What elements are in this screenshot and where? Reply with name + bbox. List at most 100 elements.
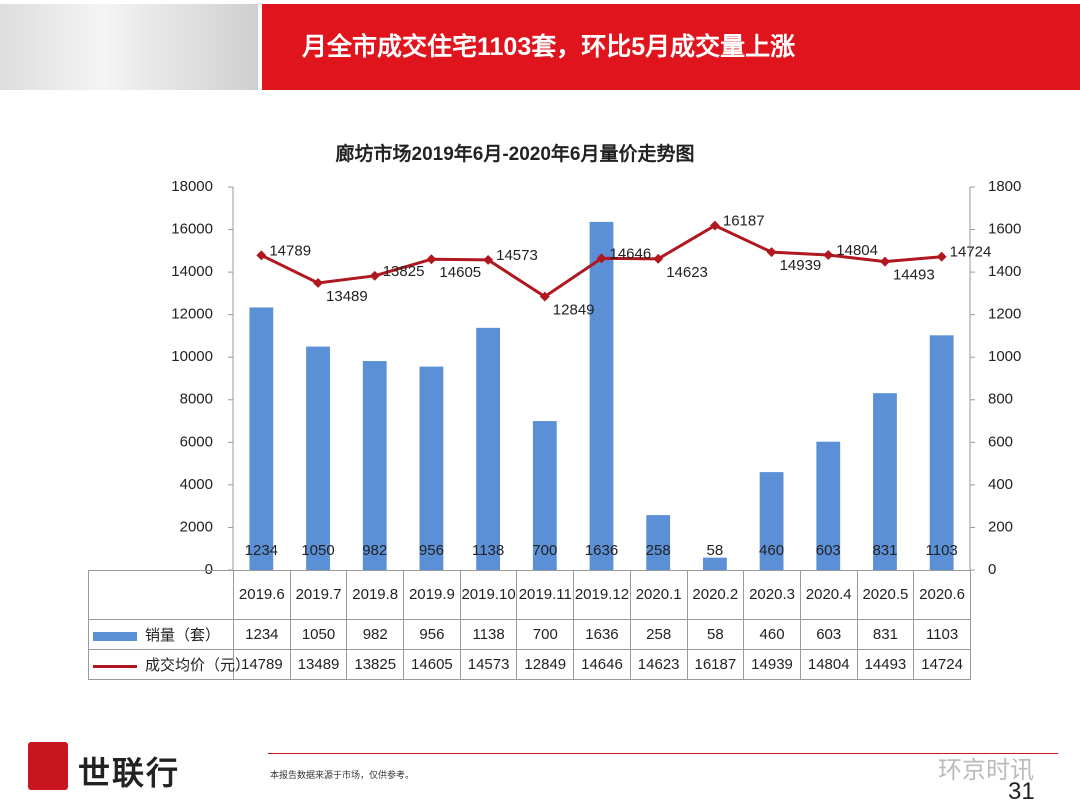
data-label: 14623 xyxy=(666,264,708,281)
table-value: 460 xyxy=(743,619,801,650)
x-tick-label: 2019.12 xyxy=(573,570,631,620)
x-tick-label: 2020.4 xyxy=(799,570,858,620)
line-marker xyxy=(936,251,947,262)
table-value: 831 xyxy=(856,619,915,650)
table-value: 58 xyxy=(686,619,745,650)
data-label: 14605 xyxy=(439,264,481,281)
table-value: 13825 xyxy=(346,649,405,680)
y2-tick-label: 400 xyxy=(988,476,1013,493)
line-marker xyxy=(313,278,323,288)
y-tick-label: 14000 xyxy=(171,263,213,280)
x-tick-label: 2019.10 xyxy=(459,570,518,620)
line-marker xyxy=(426,254,437,265)
x-tick-label: 2020.6 xyxy=(913,570,971,620)
table-value: 13489 xyxy=(289,649,348,680)
data-label: 14573 xyxy=(496,247,538,264)
data-label: 14646 xyxy=(610,245,652,262)
data-label: 12849 xyxy=(553,302,595,319)
footer-rule xyxy=(268,753,1058,754)
y2-tick-label: 600 xyxy=(988,433,1013,450)
table-row: 成交均价（元） 14789 13489 13825 14605 14573 12849 146… xyxy=(88,649,971,680)
y2-tick-label: 1600 xyxy=(988,221,1021,238)
line-marker xyxy=(880,256,890,267)
line-marker xyxy=(539,291,550,302)
y2-tick-label: 0 xyxy=(988,561,996,578)
table-value: 1103 xyxy=(913,619,971,650)
table-value: 1138 xyxy=(459,619,518,650)
data-table: 2019.6 2019.7 2019.8 2019.9 2019.10 2019.11 20… xyxy=(88,570,971,680)
table-value: 12849 xyxy=(516,649,575,680)
data-label: 16187 xyxy=(723,213,765,230)
bar xyxy=(759,472,784,570)
y-tick-label: 2000 xyxy=(180,518,213,535)
legend-entry: 成交均价（元） xyxy=(88,649,250,680)
legend-swatch xyxy=(93,664,137,668)
legend-label: 销量（套） xyxy=(145,627,221,644)
footer-note: 本报告数据来源于市场，仅供参考。 xyxy=(270,770,415,780)
bar xyxy=(646,515,671,570)
data-label: 1050 xyxy=(301,542,334,559)
data-label: 14804 xyxy=(836,242,878,259)
table-value: 14493 xyxy=(856,649,915,680)
legend-label: 成交均价（元） xyxy=(145,657,251,674)
data-label: 460 xyxy=(759,542,784,559)
data-label: 1636 xyxy=(585,542,618,559)
y2-tick-label: 200 xyxy=(988,518,1013,535)
table-value: 1636 xyxy=(573,619,631,650)
data-label: 603 xyxy=(816,542,841,559)
table-value: 14605 xyxy=(403,649,461,680)
bar xyxy=(306,346,330,570)
table-value: 700 xyxy=(516,619,575,650)
logo xyxy=(28,742,68,790)
x-tick-label: 2020.1 xyxy=(629,570,688,620)
data-label: 1234 xyxy=(245,542,278,559)
x-tick-label: 2019.8 xyxy=(346,570,405,620)
bar xyxy=(702,557,727,570)
x-tick-label: 2019.6 xyxy=(233,570,291,620)
table-value: 258 xyxy=(629,619,688,650)
data-label: 14724 xyxy=(950,244,992,261)
data-label: 14493 xyxy=(893,267,935,284)
bar xyxy=(476,327,501,570)
data-label: 13825 xyxy=(383,263,425,280)
line-marker xyxy=(709,220,720,231)
line-marker xyxy=(766,247,777,258)
data-label: 1138 xyxy=(472,542,504,559)
table-value: 14804 xyxy=(799,649,858,680)
y2-tick-label: 1000 xyxy=(988,348,1021,365)
line-marker xyxy=(256,250,267,261)
bar xyxy=(419,366,444,570)
y-tick-label: 18000 xyxy=(171,178,213,195)
line-marker xyxy=(596,253,607,264)
table-value: 14724 xyxy=(913,649,971,680)
x-tick-label: 2020.5 xyxy=(856,570,915,620)
data-label: 58 xyxy=(707,542,724,559)
table-value: 956 xyxy=(403,619,461,650)
y-tick-label: 6000 xyxy=(180,433,213,450)
data-label: 258 xyxy=(646,542,671,559)
brand: 世联行 xyxy=(78,755,181,791)
bar xyxy=(589,221,614,570)
data-label: 982 xyxy=(362,542,387,559)
data-label: 831 xyxy=(872,542,897,559)
y2-tick-label: 1200 xyxy=(988,306,1021,323)
bar xyxy=(249,307,274,570)
legend-entry: 销量（套） xyxy=(88,619,234,650)
header-title: 月全市成交住宅1103套，环比5月成交量上涨 xyxy=(262,4,1080,90)
bar xyxy=(929,335,954,570)
page-number: 31 xyxy=(1008,778,1035,805)
bar xyxy=(816,441,841,570)
table-value: 1050 xyxy=(289,619,348,650)
bar xyxy=(532,421,557,570)
data-label: 14939 xyxy=(780,257,822,274)
y-tick-label: 8000 xyxy=(180,391,213,408)
table-value: 16187 xyxy=(686,649,745,680)
legend-swatch xyxy=(93,631,137,641)
y2-tick-label: 1400 xyxy=(988,263,1021,280)
data-label: 956 xyxy=(419,542,444,559)
data-label: 1103 xyxy=(926,542,958,559)
table-value: 14939 xyxy=(743,649,801,680)
x-tick-label: 2020.2 xyxy=(686,570,745,620)
